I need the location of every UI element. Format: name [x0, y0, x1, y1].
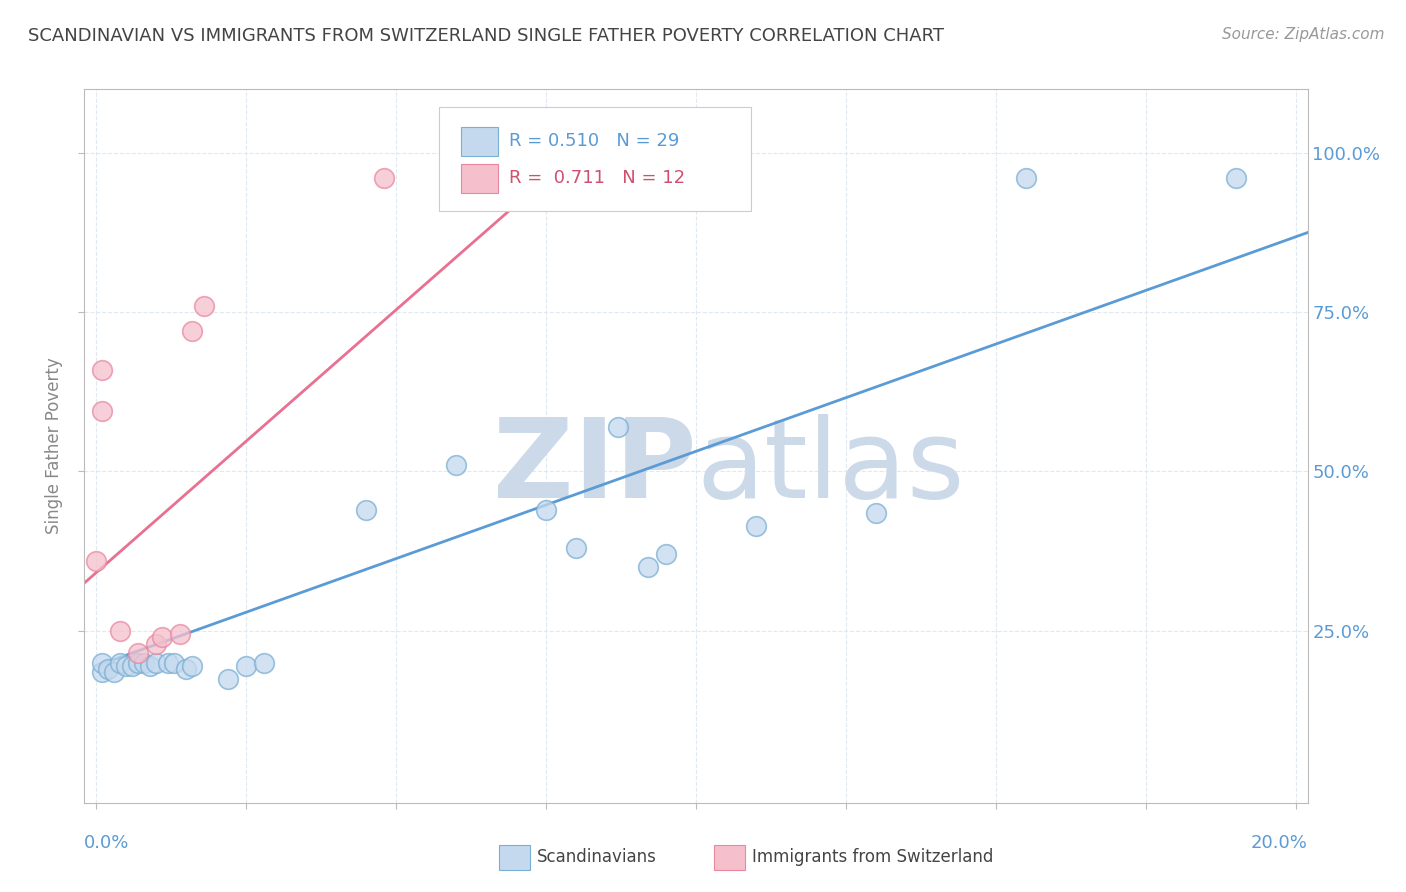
Point [217, 672, 239, 686]
Point [174, 662, 197, 676]
Point [193, 299, 215, 313]
Point [475, 145, 498, 160]
Point [121, 658, 143, 673]
Text: Scandinavians: Scandinavians [537, 848, 657, 866]
Point [110, 656, 132, 670]
Text: R = 0.510   N = 29: R = 0.510 N = 29 [509, 132, 679, 150]
Point [607, 420, 630, 434]
Point [145, 636, 167, 650]
Text: R =  0.711   N = 12: R = 0.711 N = 12 [509, 169, 685, 187]
Point [157, 656, 180, 670]
Point [444, 458, 467, 472]
Text: Immigrants from Switzerland: Immigrants from Switzerland [752, 848, 994, 866]
Point [91, 404, 114, 418]
Text: 20.0%: 20.0% [1251, 834, 1308, 852]
Point [169, 627, 191, 641]
Point [745, 518, 768, 533]
FancyBboxPatch shape [439, 107, 751, 211]
Point [127, 646, 149, 660]
Text: SCANDINAVIAN VS IMMIGRANTS FROM SWITZERLAND SINGLE FATHER POVERTY CORRELATION CH: SCANDINAVIAN VS IMMIGRANTS FROM SWITZERL… [28, 27, 943, 45]
Point [655, 547, 678, 561]
Point [139, 658, 162, 673]
Point [637, 560, 659, 574]
Point [181, 324, 204, 338]
Point [565, 541, 588, 555]
Point [91, 665, 114, 680]
Point [1015, 171, 1038, 186]
Point [91, 656, 114, 670]
Point [354, 502, 377, 516]
Point [115, 658, 138, 673]
FancyBboxPatch shape [461, 127, 498, 155]
Text: 0.0%: 0.0% [84, 834, 129, 852]
Text: Source: ZipAtlas.com: Source: ZipAtlas.com [1222, 27, 1385, 42]
Point [127, 656, 149, 670]
Point [181, 658, 204, 673]
Point [110, 624, 132, 638]
Point [865, 506, 887, 520]
Point [145, 656, 167, 670]
Point [1225, 171, 1247, 186]
Point [97, 662, 120, 676]
Point [86, 554, 108, 568]
Point [163, 656, 186, 670]
Text: atlas: atlas [696, 414, 965, 521]
FancyBboxPatch shape [461, 164, 498, 193]
Point [150, 630, 173, 644]
Point [134, 656, 156, 670]
Point [235, 658, 257, 673]
Point [373, 171, 395, 186]
Point [103, 665, 125, 680]
Point [534, 502, 557, 516]
Text: ZIP: ZIP [492, 414, 696, 521]
Point [253, 656, 276, 670]
Point [91, 362, 114, 376]
Y-axis label: Single Father Poverty: Single Father Poverty [45, 358, 63, 534]
